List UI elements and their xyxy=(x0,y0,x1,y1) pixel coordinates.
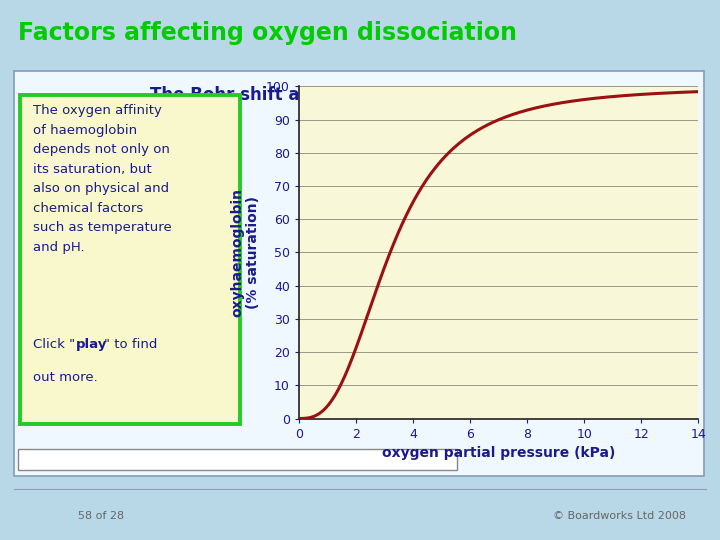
FancyBboxPatch shape xyxy=(20,94,240,424)
Text: play: play xyxy=(76,338,107,351)
Bar xyxy=(18,449,457,470)
Text: The Bohr shift and temperature dependence: The Bohr shift and temperature dependenc… xyxy=(150,86,568,104)
X-axis label: oxygen partial pressure (kPa): oxygen partial pressure (kPa) xyxy=(382,446,616,460)
Text: 58 of 28: 58 of 28 xyxy=(78,511,124,522)
Text: © Boardworks Ltd 2008: © Boardworks Ltd 2008 xyxy=(553,511,685,522)
Text: " to find: " to find xyxy=(104,338,157,351)
Y-axis label: oxyhaemoglobin
(% saturation): oxyhaemoglobin (% saturation) xyxy=(230,188,261,317)
Text: Click ": Click " xyxy=(33,338,76,351)
Text: Factors affecting oxygen dissociation: Factors affecting oxygen dissociation xyxy=(18,21,517,45)
Text: out more.: out more. xyxy=(33,371,98,384)
Text: The oxygen affinity
of haemoglobin
depends not only on
its saturation, but
also : The oxygen affinity of haemoglobin depen… xyxy=(33,104,172,254)
